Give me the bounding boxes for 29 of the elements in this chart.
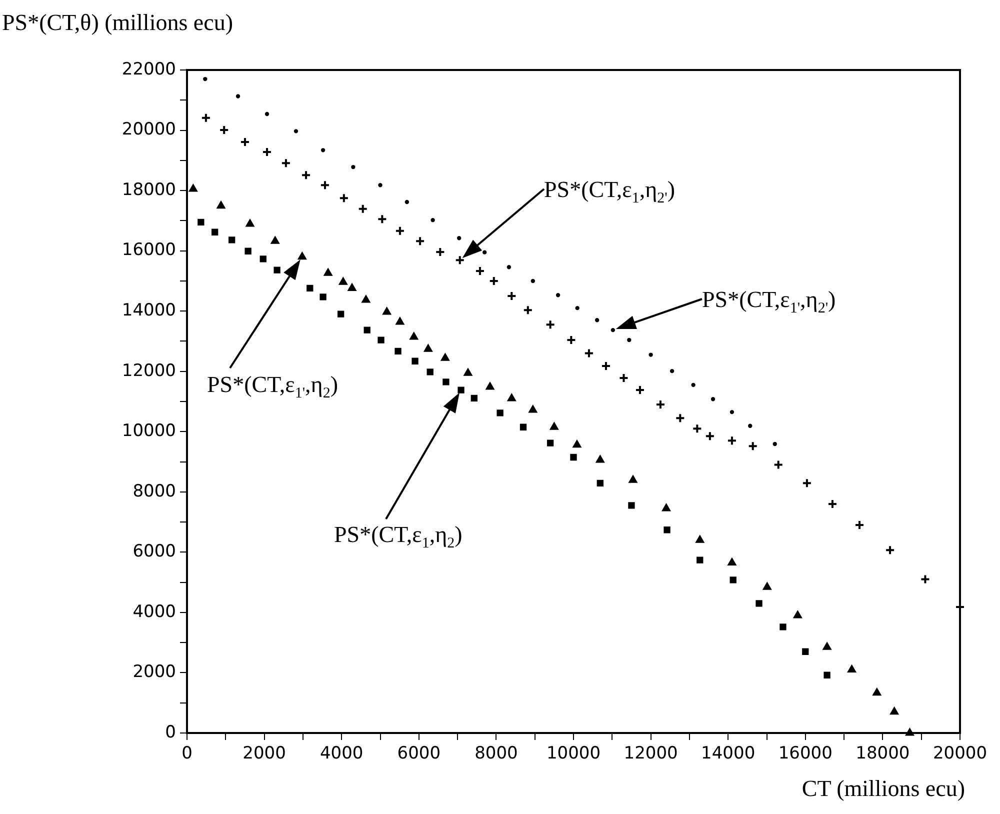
annotation: PS*(CT,ε$_{1}$,η$_{2'}$) xyxy=(544,177,675,207)
y-tick-label: 8000 xyxy=(132,481,176,502)
x-tick-label: 6000 xyxy=(397,744,441,764)
annotation: PS*(CT,ε$_{1'}$,η$_{2}$) xyxy=(207,372,338,402)
x-tick-label: 20000 xyxy=(932,744,988,764)
y-axis-title: PS*(CT,θ) (millions ecu) xyxy=(2,10,233,36)
annotation: PS*(CT,ε$_{1}$,η$_{2}$) xyxy=(334,522,462,552)
x-tick-label: 12000 xyxy=(624,744,678,764)
y-tick-label: 14000 xyxy=(122,300,176,321)
y-tick-label: 0 xyxy=(165,722,176,742)
x-tick-label: 16000 xyxy=(778,744,832,764)
y-tick-label: 10000 xyxy=(122,421,176,442)
y-tick-label: 12000 xyxy=(122,360,176,381)
y-tick-label: 2000 xyxy=(132,662,176,682)
x-axis-title: CT (millions ecu) xyxy=(802,776,965,802)
x-tick-label: 2000 xyxy=(242,744,286,764)
y-tick-label: 22000 xyxy=(122,59,176,80)
y-tick-label: 4000 xyxy=(132,602,176,622)
x-tick-label: 14000 xyxy=(701,744,756,764)
annotation: PS*(CT,ε$_{1'}$,η$_{2'}$) xyxy=(702,287,836,317)
y-tick-label: 18000 xyxy=(122,180,176,200)
x-tick-label: 4000 xyxy=(320,744,364,764)
x-tick-label: 10000 xyxy=(546,744,601,764)
y-tick-label: 6000 xyxy=(132,542,176,562)
y-tick-label: 16000 xyxy=(122,240,176,260)
x-tick-label: 8000 xyxy=(474,744,518,764)
x-tick-label: 18000 xyxy=(856,744,910,764)
y-tick-label: 20000 xyxy=(122,120,176,140)
x-tick-label: 0 xyxy=(182,744,192,764)
